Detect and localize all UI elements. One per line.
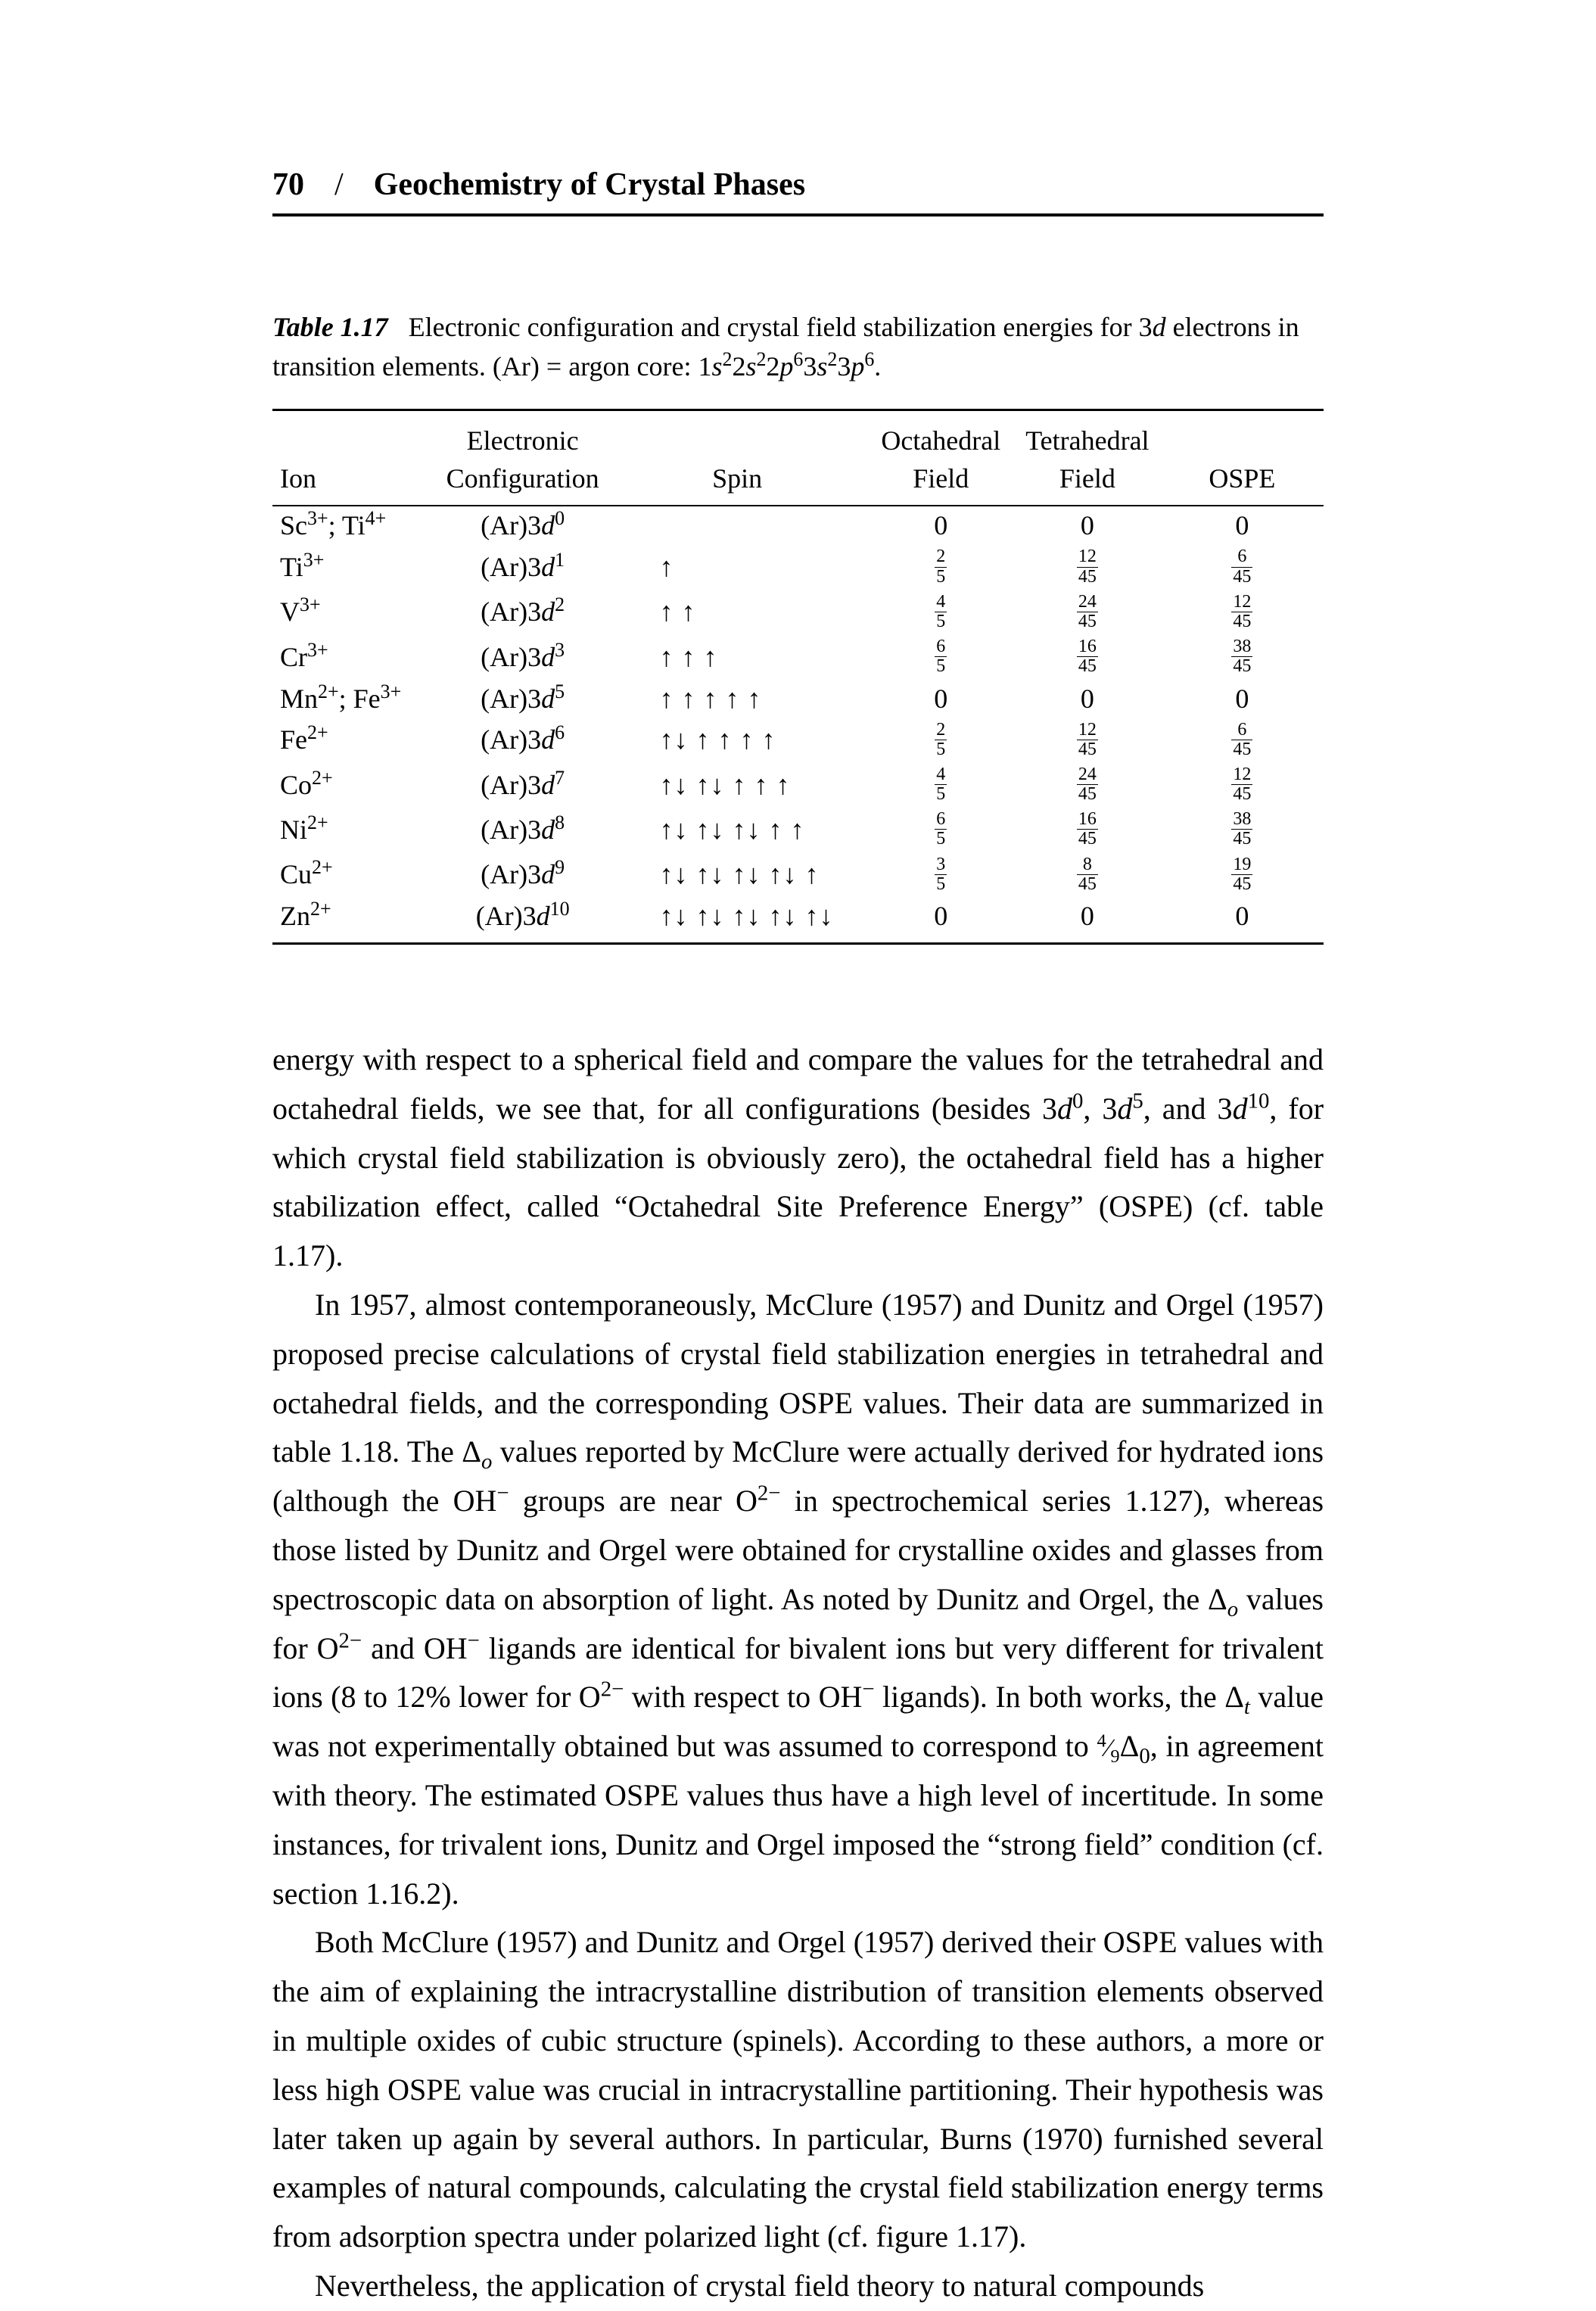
cell-spin: ↑ ↑ ↑ ↑ ↑ (607, 680, 868, 718)
table-caption-label: Table 1.17 (272, 312, 388, 342)
col-config-top: Electronic (439, 410, 607, 460)
cell-ospe: 0 (1161, 506, 1324, 544)
cell-oct: 25 (868, 718, 1014, 762)
cell-ion: Mn2+; Fe3+ (272, 680, 439, 718)
cell-ion: Cu2+ (272, 852, 439, 897)
cell-oct: 45 (868, 762, 1014, 807)
cell-ospe: 1245 (1161, 762, 1324, 807)
cell-spin: ↑↓ ↑↓ ↑↓ ↑↓ ↑↓ (607, 897, 868, 944)
table-row: Fe2+(Ar)3d6↑↓ ↑ ↑ ↑ ↑251245645 (272, 718, 1324, 762)
page-number: 70 (272, 167, 304, 203)
cell-ion: Sc3+; Ti4+ (272, 506, 439, 544)
col-config-bottom: Configuration (439, 459, 607, 506)
cell-ospe: 645 (1161, 718, 1324, 762)
table-row: V3+(Ar)3d2↑ ↑4524451245 (272, 590, 1324, 634)
cell-oct: 65 (868, 807, 1014, 852)
cell-ospe: 0 (1161, 680, 1324, 718)
cell-oct: 35 (868, 852, 1014, 897)
running-header: 70 / Geochemistry of Crystal Phases (272, 167, 1324, 216)
cell-oct: 25 (868, 544, 1014, 589)
cell-ion: V3+ (272, 590, 439, 634)
cell-ion: Cr3+ (272, 634, 439, 679)
cell-spin: ↑ ↑ (607, 590, 868, 634)
cfse-table: Electronic Octahedral Tetrahedral Ion Co… (272, 409, 1324, 945)
col-oct-bottom: Field (868, 459, 1014, 506)
cell-ospe: 1245 (1161, 590, 1324, 634)
cell-ospe: 1945 (1161, 852, 1324, 897)
cell-oct: 65 (868, 634, 1014, 679)
cell-spin: ↑ (607, 544, 868, 589)
cell-config: (Ar)3d8 (439, 807, 607, 852)
table-row: Zn2+(Ar)3d10↑↓ ↑↓ ↑↓ ↑↓ ↑↓000 (272, 897, 1324, 944)
cell-tet: 0 (1014, 506, 1161, 544)
cell-config: (Ar)3d10 (439, 897, 607, 944)
table-row: Mn2+; Fe3+(Ar)3d5↑ ↑ ↑ ↑ ↑000 (272, 680, 1324, 718)
cell-spin: ↑ ↑ ↑ (607, 634, 868, 679)
cell-oct: 45 (868, 590, 1014, 634)
cell-ion: Co2+ (272, 762, 439, 807)
cell-ospe: 0 (1161, 897, 1324, 944)
col-ospe: OSPE (1161, 459, 1324, 506)
paragraph: Both McClure (1957) and Dunitz and Orgel… (272, 1918, 1324, 2262)
col-tet-top: Tetrahedral (1014, 410, 1161, 460)
table-row: Cu2+(Ar)3d9↑↓ ↑↓ ↑↓ ↑↓ ↑358451945 (272, 852, 1324, 897)
cell-tet: 1645 (1014, 807, 1161, 852)
cell-ospe: 3845 (1161, 634, 1324, 679)
cell-tet: 1245 (1014, 544, 1161, 589)
col-tet-bottom: Field (1014, 459, 1161, 506)
cell-spin: ↑↓ ↑↓ ↑↓ ↑↓ ↑ (607, 852, 868, 897)
table-caption-text: Electronic configuration and crystal fie… (272, 312, 1299, 382)
cell-spin: ↑↓ ↑↓ ↑ ↑ ↑ (607, 762, 868, 807)
cell-tet: 1645 (1014, 634, 1161, 679)
cell-ion: Ti3+ (272, 544, 439, 589)
cell-spin: ↑↓ ↑ ↑ ↑ ↑ (607, 718, 868, 762)
paragraph: energy with respect to a spherical field… (272, 1036, 1324, 1281)
col-spin: Spin (607, 459, 868, 506)
col-ion: Ion (272, 459, 439, 506)
cell-tet: 0 (1014, 680, 1161, 718)
cell-config: (Ar)3d2 (439, 590, 607, 634)
cell-config: (Ar)3d3 (439, 634, 607, 679)
cell-config: (Ar)3d0 (439, 506, 607, 544)
cell-ion: Ni2+ (272, 807, 439, 852)
table-row: Ni2+(Ar)3d8↑↓ ↑↓ ↑↓ ↑ ↑6516453845 (272, 807, 1324, 852)
body-text: energy with respect to a spherical field… (272, 1036, 1324, 2311)
cell-tet: 1245 (1014, 718, 1161, 762)
running-title: Geochemistry of Crystal Phases (374, 167, 805, 203)
table-row: Cr3+(Ar)3d3↑ ↑ ↑6516453845 (272, 634, 1324, 679)
cell-oct: 0 (868, 680, 1014, 718)
cell-oct: 0 (868, 897, 1014, 944)
cell-config: (Ar)3d5 (439, 680, 607, 718)
cell-config: (Ar)3d9 (439, 852, 607, 897)
cell-tet: 0 (1014, 897, 1161, 944)
cell-oct: 0 (868, 506, 1014, 544)
cell-config: (Ar)3d6 (439, 718, 607, 762)
paragraph: Nevertheless, the application of crystal… (272, 2262, 1324, 2311)
table-row: Co2+(Ar)3d7↑↓ ↑↓ ↑ ↑ ↑4524451245 (272, 762, 1324, 807)
cell-ion: Fe2+ (272, 718, 439, 762)
table-caption: Table 1.17 Electronic configuration and … (272, 307, 1324, 386)
table-row: Ti3+(Ar)3d1↑251245645 (272, 544, 1324, 589)
col-oct-top: Octahedral (868, 410, 1014, 460)
cell-tet: 2445 (1014, 590, 1161, 634)
paragraph: In 1957, almost contemporaneously, McClu… (272, 1281, 1324, 1918)
page-number-slash: / (334, 167, 344, 203)
table-row: Sc3+; Ti4+(Ar)3d0000 (272, 506, 1324, 544)
cell-config: (Ar)3d7 (439, 762, 607, 807)
cell-spin: ↑↓ ↑↓ ↑↓ ↑ ↑ (607, 807, 868, 852)
cell-tet: 845 (1014, 852, 1161, 897)
cell-tet: 2445 (1014, 762, 1161, 807)
cell-ospe: 645 (1161, 544, 1324, 589)
cell-ion: Zn2+ (272, 897, 439, 944)
cell-spin (607, 506, 868, 544)
cell-ospe: 3845 (1161, 807, 1324, 852)
cell-config: (Ar)3d1 (439, 544, 607, 589)
